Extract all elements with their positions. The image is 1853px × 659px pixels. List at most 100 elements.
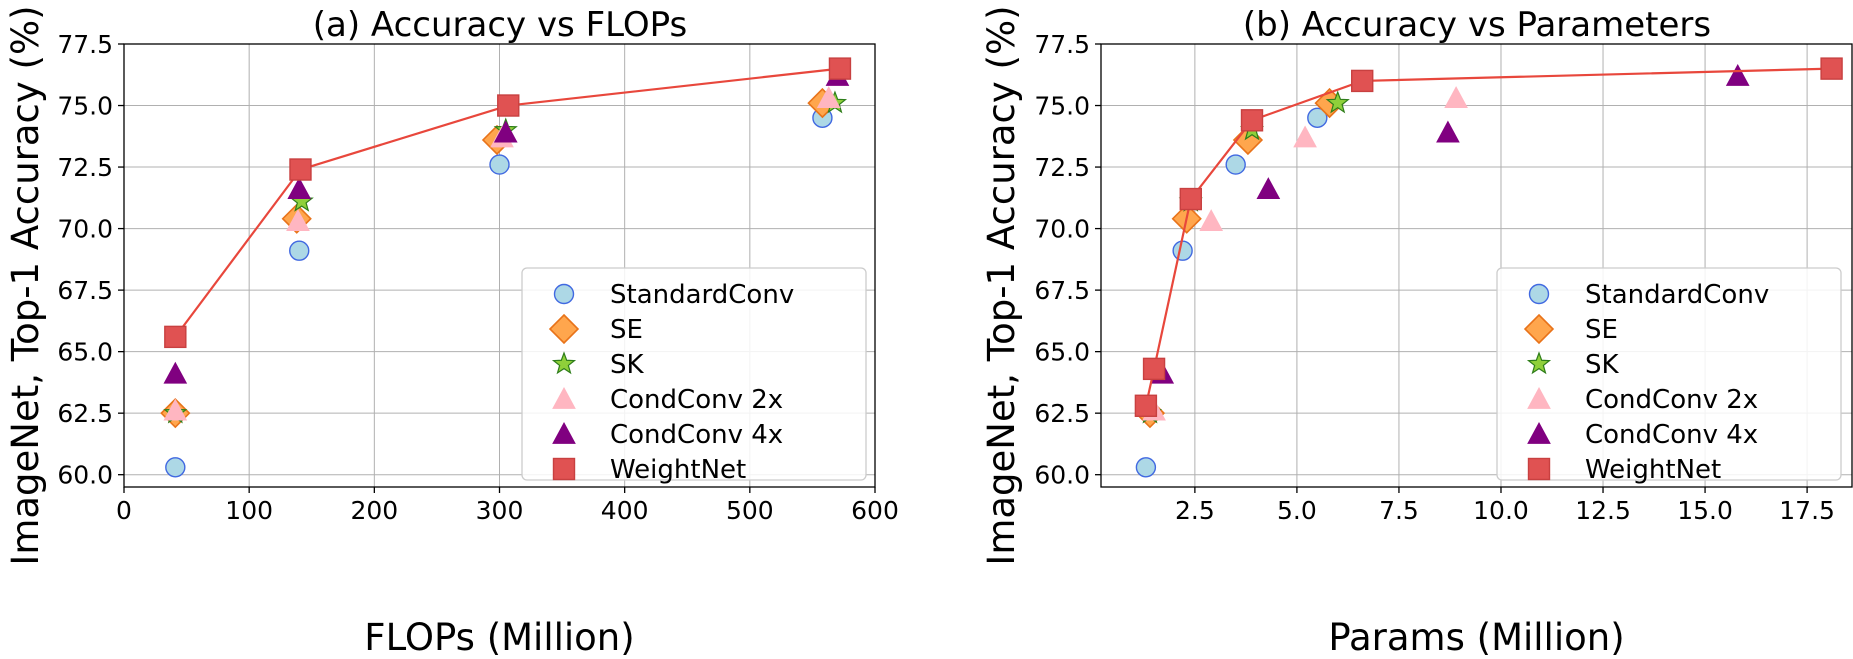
panel-a-legend-label: StandardConv	[610, 280, 794, 310]
panel-b-legend-item: WeightNet	[1527, 455, 1721, 485]
panel-a-series-group	[160, 57, 852, 478]
panel-b-condconv-2x-point	[1199, 209, 1224, 232]
panel-b-condconv-4x-point	[1256, 177, 1281, 200]
panel-a-x-tick-label: 400	[601, 496, 649, 525]
panel-b-weightnet-point	[1240, 109, 1264, 132]
panel-b-condconv-4x-point	[1436, 120, 1460, 143]
panel-b-legend-label: CondConv 4x	[1585, 420, 1758, 450]
panel-a-weightnet-point	[164, 325, 187, 349]
panel-a-legend-box	[521, 267, 867, 481]
panel-b-y-tick-label: 65.0	[1034, 338, 1090, 367]
panel-b-y-tick-label: 72.5	[1034, 153, 1090, 182]
panel-a-legend-sk-marker	[551, 351, 577, 375]
panel-b-legend-sk-marker	[1526, 351, 1552, 375]
panel-a-x-tick-label: 500	[726, 496, 774, 525]
panel-b-standardconv-point	[1225, 154, 1246, 175]
panel-a-weightnet-point	[497, 94, 520, 117]
panel-b-accuracy-vs-parameters: 2.5 5.0 7.5 10.0 12.5 15.0 17.5 60.0 62.5 65.0 67.…	[980, 5, 1853, 659]
panel-a-standardconv-point	[289, 240, 310, 261]
panel-b-legend-se-marker	[1523, 313, 1555, 345]
panel-b-y-tick-label: 70.0	[1034, 215, 1090, 244]
panel-a-series-weightnet	[164, 57, 852, 349]
panel-b-y-tick-label: 60.0	[1034, 461, 1090, 490]
panel-a-legend-standardconv-marker	[553, 283, 575, 305]
panel-b-weightnet-point	[1351, 69, 1374, 93]
panel-b-standardconv-point	[1135, 457, 1157, 478]
panel-a-standardconv-point	[489, 154, 510, 175]
panel-a-legend-item: CondConv 4x	[552, 420, 783, 450]
panel-b-x-tick-label: 17.5	[1779, 496, 1835, 525]
panel-b-plot-frame	[1100, 43, 1853, 488]
panel-a-legend-item: SE	[548, 313, 643, 345]
panel-a-y-tick-label: 62.5	[57, 399, 113, 428]
panel-a-x-tick-label: 100	[225, 496, 273, 525]
panel-a-x-axis-label: FLOPs (Million)	[364, 616, 634, 659]
panel-b-legend-item: CondConv 2x	[1527, 385, 1758, 415]
panel-a-y-tick-label: 77.5	[57, 30, 113, 59]
panel-a-legend-label: WeightNet	[610, 455, 746, 485]
panel-b-legend-weightnet-marker	[1527, 457, 1551, 481]
panel-a-x-tick-label: 200	[350, 496, 398, 525]
panel-a-y-tick-label: 60.0	[57, 461, 113, 490]
panel-b-condconv-2x-point	[1444, 86, 1468, 108]
panel-a-condconv-4x-point	[163, 361, 188, 384]
panel-a-condconv-2x-point	[816, 86, 841, 108]
panel-b-standardconv-point	[1172, 240, 1193, 261]
panel-b-x-tick-label: 12.5	[1575, 496, 1631, 525]
panel-a-condconv-4x-point	[493, 120, 518, 143]
panel-b-legend-item: CondConv 4x	[1527, 420, 1758, 450]
panel-b-x-tick-label: 10.0	[1473, 496, 1529, 525]
panel-b-weightnet-point	[1142, 357, 1166, 381]
panel-a-legend-se-marker	[548, 313, 580, 345]
panel-a-legend-condconv-4x-marker	[552, 421, 576, 444]
panel-a-x-tick-label: 300	[476, 496, 524, 525]
panel-b-legend-label: StandardConv	[1585, 280, 1769, 310]
panel-a-legend-weightnet-marker	[552, 457, 576, 481]
panel-b-legend-item: SK	[1526, 350, 1620, 380]
panel-a-accuracy-vs-flops: 0 100 200 300 400 500 600 60.0 62.5 65.0 67.5 70.0 7…	[4, 5, 899, 659]
panel-a-condconv-2x-point	[163, 398, 188, 421]
panel-b-legend-label: SK	[1585, 350, 1620, 380]
panel-a-y-tick-label: 75.0	[57, 92, 113, 121]
panel-a-weightnet-point	[828, 57, 852, 80]
panel-a-y-tick-label: 67.5	[57, 276, 113, 305]
panel-b-y-tick-label: 62.5	[1034, 399, 1090, 428]
panel-b-y-tick-label: 75.0	[1034, 92, 1090, 121]
panel-b-standardconv-point	[1307, 107, 1328, 129]
panel-a-condconv-2x-point	[286, 209, 310, 232]
panel-a-legend-label: SE	[610, 315, 643, 345]
panel-a-title: (a) Accuracy vs FLOPs	[313, 5, 688, 45]
panel-b-legend-standardconv-marker	[1528, 283, 1550, 305]
panel-a-x-tick-label: 600	[851, 496, 899, 525]
panel-a-weightnet-point	[289, 158, 312, 181]
panel-a-y-tick-label: 72.5	[57, 153, 113, 182]
panel-a-y-tick-label: 70.0	[57, 215, 113, 244]
panel-a-legend-item: StandardConv	[553, 280, 794, 310]
panel-b-weightnet-point	[1134, 394, 1158, 417]
panel-a-standardconv-point	[165, 457, 186, 478]
panel-b-x-tick-label: 5.0	[1277, 496, 1317, 525]
panel-b-title: (b) Accuracy vs Parameters	[1243, 5, 1711, 45]
panel-b-condconv-2x-point	[1293, 125, 1317, 148]
panel-a-weightnet-line	[174, 67, 841, 338]
panel-a-legend-item: SK	[551, 350, 645, 380]
panel-b-legend-label: CondConv 2x	[1585, 385, 1758, 415]
panel-b-x-tick-label: 2.5	[1175, 496, 1215, 525]
panel-a-legend-label: CondConv 2x	[610, 385, 783, 415]
panel-b-legend-box	[1496, 267, 1842, 481]
panel-a-legend-label: CondConv 4x	[610, 420, 783, 450]
panel-b-legend-item: StandardConv	[1528, 280, 1769, 310]
panel-b-legend-item: SE	[1523, 313, 1618, 345]
panel-b-y-axis-label: ImageNet, Top-1 Accuracy (%)	[980, 5, 1023, 565]
panel-b-sk-point	[1325, 90, 1350, 114]
panel-b-series-standardconv	[1135, 107, 1328, 478]
panel-a-legend-item: CondConv 2x	[552, 385, 783, 415]
panel-a-legend-condconv-2x-marker	[552, 386, 576, 409]
panel-a-x-tick-label: 0	[116, 496, 132, 525]
panel-a-legend: StandardConv SE SK CondConv 2x CondConv 4x We…	[521, 267, 867, 485]
panel-b-weightnet-point	[1820, 57, 1843, 80]
panel-b-x-tick-label: 7.5	[1379, 496, 1419, 525]
panel-b-x-tick-label: 15.0	[1677, 496, 1733, 525]
panel-b-y-tick-label: 77.5	[1034, 30, 1090, 59]
